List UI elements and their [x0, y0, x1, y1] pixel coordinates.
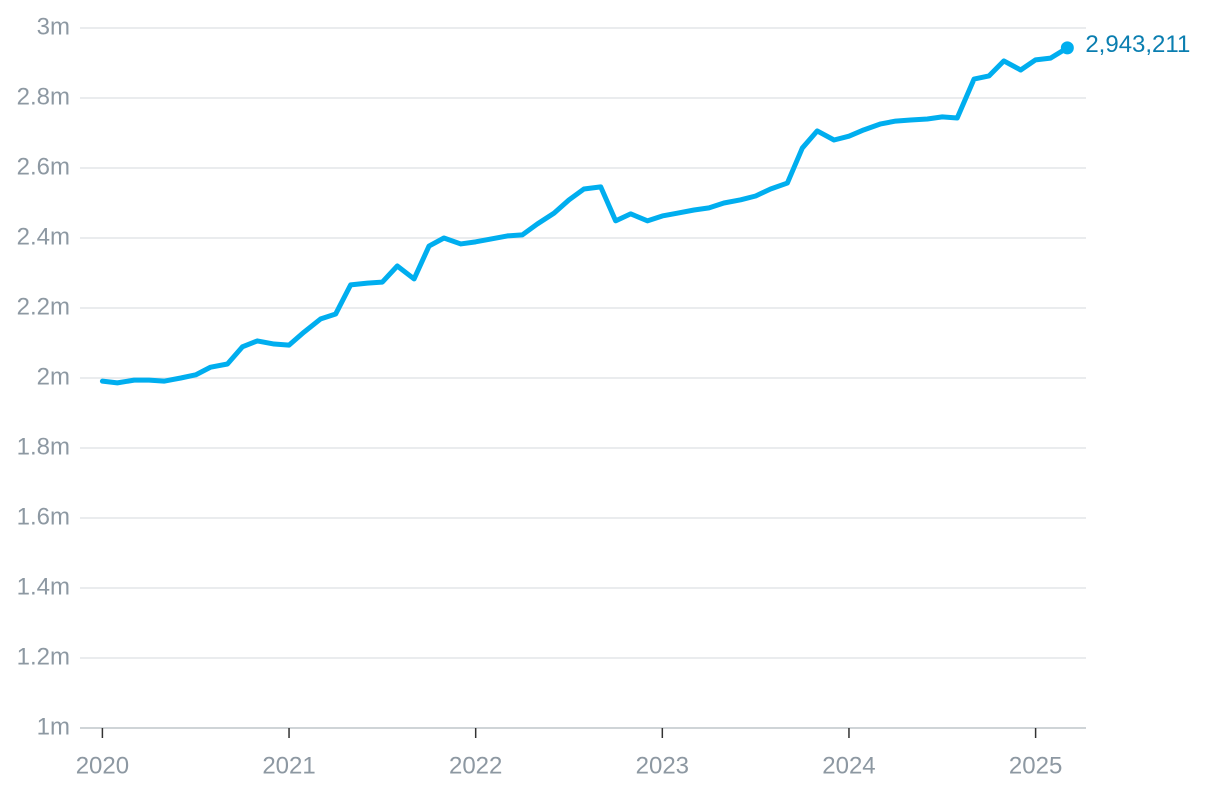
y-tick-label: 2.6m — [17, 153, 70, 180]
y-tick-label: 3m — [37, 13, 70, 40]
y-tick-label: 2.2m — [17, 293, 70, 320]
x-tick-label: 2022 — [449, 752, 502, 779]
x-tick-label: 2021 — [262, 752, 315, 779]
line — [99, 45, 1070, 386]
y-tick-label: 1.2m — [17, 643, 70, 670]
x-tick-label: 2023 — [636, 752, 689, 779]
y-tick-label: 2m — [37, 363, 70, 390]
x-tick-label: 2020 — [76, 752, 129, 779]
y-tick-label: 1.4m — [17, 573, 70, 600]
x-tick-label: 2024 — [822, 752, 875, 779]
y-tick-label: 2.8m — [17, 83, 70, 110]
y-tick-label: 1m — [37, 713, 70, 740]
value-label: 2,943,211 — [1085, 31, 1190, 58]
y-tick-label: 1.8m — [17, 433, 70, 460]
x-tick-label: 2025 — [1009, 752, 1062, 779]
y-tick-label: 1.6m — [17, 503, 70, 530]
y-tick-label: 2.4m — [17, 223, 70, 250]
end-point — [1060, 41, 1074, 55]
